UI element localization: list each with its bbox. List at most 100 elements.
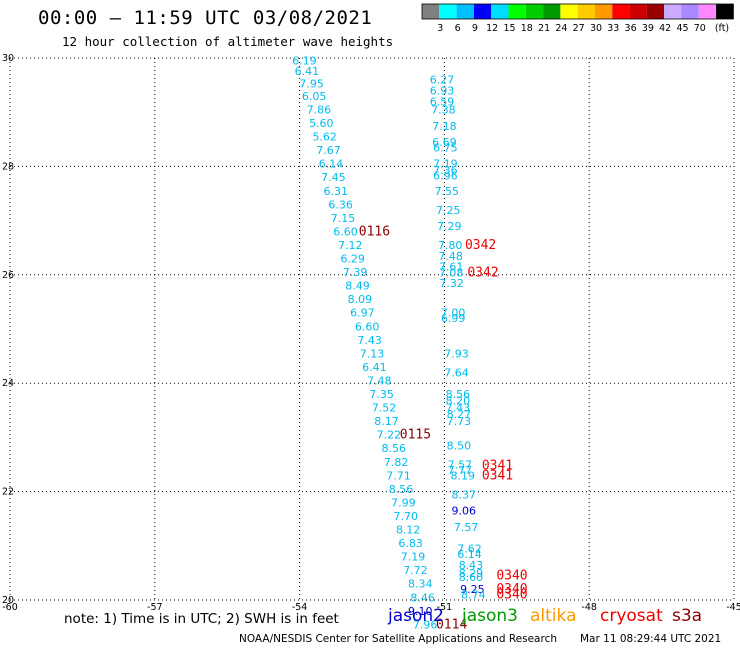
wave-height-label: 7.19 bbox=[433, 158, 458, 171]
latitude-tick-label: 28 bbox=[2, 161, 14, 172]
legend-swatch bbox=[508, 4, 526, 19]
wave-height-label: 7.55 bbox=[435, 185, 460, 198]
legend-altika: altika bbox=[530, 606, 577, 626]
wave-height-label: 8.43 bbox=[459, 559, 484, 572]
pass-time-label: 0114 bbox=[436, 617, 467, 632]
wave-height-label: 6.93 bbox=[430, 85, 455, 98]
pass-time-label: 0342 bbox=[465, 238, 496, 253]
wave-height-label: 7.25 bbox=[436, 204, 461, 217]
legend-tick-label: 15 bbox=[503, 23, 515, 34]
wave-height-label: 9.25 bbox=[460, 583, 485, 596]
footer-timestamp: Mar 11 08:29:44 UTC 2021 bbox=[580, 633, 722, 645]
wave-height-label: 7.77 bbox=[448, 464, 473, 477]
wave-height-label: 7.86 bbox=[307, 103, 332, 116]
legend-tick-label: 42 bbox=[659, 23, 671, 34]
wave-height-label: 6.41 bbox=[362, 361, 387, 374]
wave-height-label: 7.22 bbox=[377, 429, 402, 442]
legend-jason2: jason2 bbox=[388, 606, 444, 626]
legend-tick-label: 30 bbox=[590, 23, 602, 34]
wave-height-label: 6.41 bbox=[295, 65, 320, 78]
legend-unit-label: (ft) bbox=[715, 23, 729, 34]
wave-height-label: 7.18 bbox=[432, 120, 457, 133]
wave-height-label: 6.31 bbox=[324, 185, 349, 198]
latitude-tick-label: 24 bbox=[2, 378, 14, 389]
legend-tick-label: 45 bbox=[676, 23, 688, 34]
pass-time-label: 0340 bbox=[496, 582, 527, 597]
legend-swatch bbox=[560, 4, 578, 19]
wave-height-label: 6.96 bbox=[433, 170, 458, 183]
legend-tick-label: 33 bbox=[607, 23, 619, 34]
legend-tick-label: 39 bbox=[642, 23, 654, 34]
wave-height-label: 8.12 bbox=[396, 524, 421, 537]
legend-tick-label: 3 bbox=[437, 23, 443, 34]
legend-swatch bbox=[456, 4, 474, 19]
wave-height-label: 6.75 bbox=[433, 141, 458, 154]
legend-swatch bbox=[646, 4, 665, 19]
wave-height-label: 7.70 bbox=[394, 510, 419, 523]
wave-height-label: 7.57 bbox=[448, 459, 473, 472]
wave-height-label: 7.80 bbox=[438, 239, 463, 252]
wave-height-label: 6.97 bbox=[350, 307, 375, 320]
wave-height-label: 8.37 bbox=[451, 488, 476, 501]
wave-height-label: 7.72 bbox=[403, 564, 428, 577]
wave-height-label: 6.60 bbox=[333, 225, 358, 238]
wave-height-label: 8.09 bbox=[348, 293, 373, 306]
legend-cryosat: cryosat bbox=[600, 606, 663, 626]
wave-height-label: 6.59 bbox=[430, 95, 455, 108]
wave-height-label: 8.60 bbox=[459, 571, 484, 584]
pass-time-label: 0342 bbox=[467, 266, 498, 281]
footer-credit: NOAA/NESDIS Center for Satellite Applica… bbox=[239, 633, 557, 645]
wave-height-label: 7.61 bbox=[439, 261, 464, 274]
wave-height-label: 6.36 bbox=[328, 198, 353, 211]
wave-height-label: 7.45 bbox=[321, 171, 346, 184]
wave-height-label: 8.46 bbox=[410, 591, 435, 604]
pass-time-label: 0341 bbox=[482, 459, 513, 474]
wave-height-label: 7.00 bbox=[441, 307, 466, 320]
legend-swatch bbox=[681, 4, 699, 19]
wave-height-label: 7.93 bbox=[444, 347, 469, 360]
wave-height-label: 7.82 bbox=[384, 456, 409, 469]
wave-height-label: 8.56 bbox=[389, 483, 414, 496]
pass-time-label: 0340 bbox=[496, 588, 527, 603]
wave-height-label: 6.83 bbox=[398, 537, 423, 550]
wave-height-label: 7.08 bbox=[439, 267, 464, 280]
legend-swatch bbox=[422, 4, 440, 19]
wave-height-label: 7.13 bbox=[360, 347, 385, 360]
footer-note: note: 1) Time is in UTC; 2) SWH is in fe… bbox=[64, 611, 339, 627]
wave-height-label: 7.29 bbox=[437, 220, 462, 233]
legend-tick-label: 6 bbox=[455, 23, 461, 34]
longitude-tick-label: -60 bbox=[2, 602, 18, 613]
wave-height-label: 7.48 bbox=[438, 250, 463, 263]
legend-swatch bbox=[491, 4, 509, 19]
wave-height-label: 8.19 bbox=[450, 469, 475, 482]
wave-height-label: 6.19 bbox=[292, 55, 317, 68]
legend-swatch bbox=[698, 4, 717, 19]
latitude-tick-label: 20 bbox=[2, 595, 14, 606]
wave-height-label: 6.60 bbox=[355, 320, 380, 333]
wave-height-label: 9.06 bbox=[451, 505, 476, 518]
wave-height-label: 8.49 bbox=[345, 280, 370, 293]
wave-height-label: 7.64 bbox=[444, 366, 469, 379]
wave-height-label: 8.56 bbox=[446, 388, 471, 401]
legend-tick-label: 21 bbox=[538, 23, 550, 34]
wave-height-label: 6.29 bbox=[340, 253, 365, 266]
wave-height-label: 9.10 bbox=[408, 605, 433, 618]
longitude-tick-label: -54 bbox=[292, 602, 308, 613]
legend-s3a: s3a bbox=[672, 606, 703, 626]
pass-time-label: 0115 bbox=[400, 428, 431, 443]
wave-height-label: 5.60 bbox=[309, 117, 334, 130]
wave-height-label: 8.27 bbox=[447, 408, 472, 421]
wave-height-label: 7.36 bbox=[433, 164, 458, 177]
wave-height-label: 7.62 bbox=[457, 543, 482, 556]
wave-height-label: 7.57 bbox=[454, 521, 479, 534]
wave-height-label: 8.56 bbox=[381, 442, 406, 455]
wave-height-label: 8.50 bbox=[447, 440, 472, 453]
legend-swatch bbox=[525, 4, 544, 19]
legend-swatch bbox=[716, 4, 734, 19]
legend-swatch bbox=[543, 4, 561, 19]
wave-height-label: 8.17 bbox=[374, 415, 399, 428]
wave-height-label: 7.19 bbox=[401, 551, 426, 564]
legend-jason3: jason3 bbox=[462, 606, 518, 626]
pass-time-label: 0116 bbox=[359, 224, 390, 239]
